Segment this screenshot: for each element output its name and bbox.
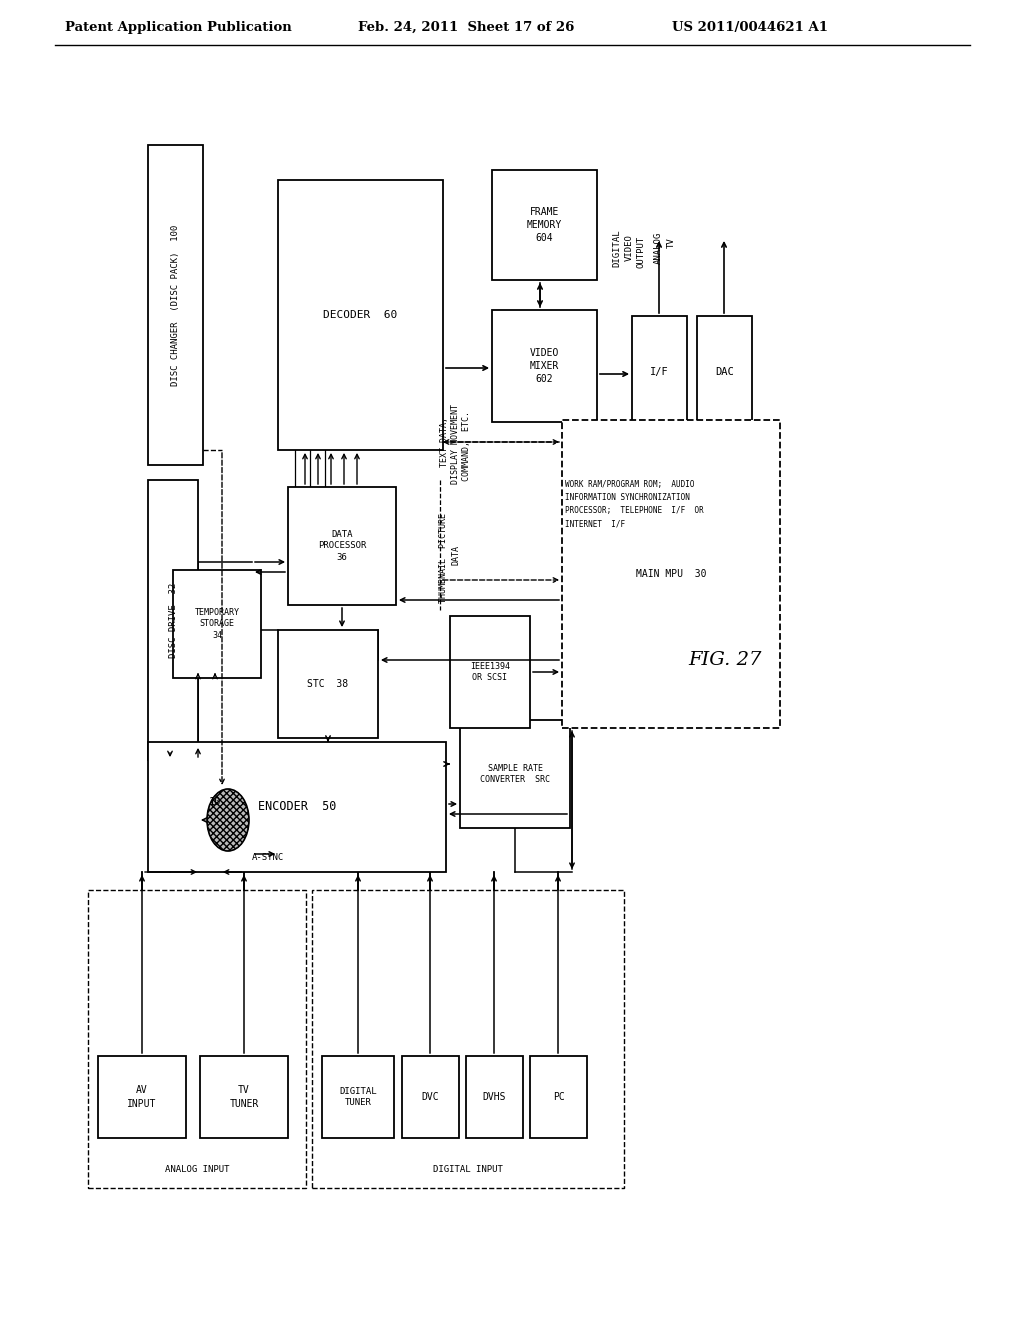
Bar	[322, 1056, 394, 1138]
Bar	[288, 487, 396, 605]
Bar	[450, 616, 530, 729]
Text: DATA: DATA	[452, 545, 461, 565]
Text: DVC: DVC	[422, 1092, 439, 1102]
Text: DECODER  60: DECODER 60	[324, 310, 397, 319]
Text: DATA
PROCESSOR
36: DATA PROCESSOR 36	[317, 529, 367, 562]
Bar	[632, 315, 687, 428]
Text: DIGITAL
TUNER: DIGITAL TUNER	[339, 1086, 377, 1107]
Text: ANALOG INPUT: ANALOG INPUT	[165, 1166, 229, 1175]
Text: US 2011/0044621 A1: US 2011/0044621 A1	[672, 21, 828, 33]
Bar	[98, 1056, 186, 1138]
Text: I/F: I/F	[650, 367, 669, 378]
Text: STC  38: STC 38	[307, 678, 348, 689]
Bar	[148, 480, 198, 760]
Text: DISC CHANGER  (DISC PACK)  100: DISC CHANGER (DISC PACK) 100	[171, 224, 180, 385]
Text: INTERNET  I/F: INTERNET I/F	[565, 520, 625, 528]
Text: PROCESSOR;  TELEPHONE  I/F  OR: PROCESSOR; TELEPHONE I/F OR	[565, 507, 703, 516]
Bar	[200, 1056, 288, 1138]
Bar	[530, 1056, 587, 1138]
Text: OUTPUT: OUTPUT	[637, 236, 645, 268]
Bar	[402, 1056, 459, 1138]
Text: FIG. 27: FIG. 27	[688, 651, 762, 669]
Text: TEXT DATA,: TEXT DATA,	[439, 417, 449, 467]
Ellipse shape	[207, 789, 249, 851]
Text: PC: PC	[553, 1092, 564, 1102]
Bar	[148, 145, 203, 465]
Bar	[173, 570, 261, 678]
Text: DISPLAY MOVEMENT: DISPLAY MOVEMENT	[451, 404, 460, 484]
Text: IEEE1394
OR SCSI: IEEE1394 OR SCSI	[470, 661, 510, 682]
Text: THUMBNAIL  PICTURE: THUMBNAIL PICTURE	[439, 513, 449, 603]
Text: SAMPLE RATE
CONVERTER  SRC: SAMPLE RATE CONVERTER SRC	[480, 763, 550, 784]
Text: FRAME
MEMORY
604: FRAME MEMORY 604	[527, 207, 562, 243]
Bar	[312, 890, 624, 1188]
Text: VIDEO: VIDEO	[625, 235, 634, 261]
Text: ANALOG: ANALOG	[653, 232, 663, 264]
Text: DVHS: DVHS	[482, 1092, 506, 1102]
Text: TEMPORARY
STORAGE
34: TEMPORARY STORAGE 34	[195, 607, 240, 640]
Text: TV
TUNER: TV TUNER	[229, 1085, 259, 1109]
Text: COMMAND,  ETC.: COMMAND, ETC.	[462, 411, 470, 480]
Bar	[148, 742, 446, 873]
Text: INFORMATION SYNCHRONIZATION: INFORMATION SYNCHRONIZATION	[565, 494, 690, 503]
Text: WORK RAM/PROGRAM ROM;  AUDIO: WORK RAM/PROGRAM ROM; AUDIO	[565, 480, 694, 490]
Text: 10: 10	[209, 797, 221, 807]
Bar	[278, 180, 443, 450]
Bar	[492, 170, 597, 280]
Bar	[466, 1056, 523, 1138]
Bar	[492, 310, 597, 422]
Text: ENCODER  50: ENCODER 50	[258, 800, 336, 813]
Text: A-SYNC: A-SYNC	[252, 854, 285, 862]
Text: VIDEO
MIXER
602: VIDEO MIXER 602	[529, 347, 559, 384]
Text: Feb. 24, 2011  Sheet 17 of 26: Feb. 24, 2011 Sheet 17 of 26	[358, 21, 574, 33]
Bar	[88, 890, 306, 1188]
Text: DIGITAL: DIGITAL	[612, 230, 622, 267]
Text: DIGITAL INPUT: DIGITAL INPUT	[433, 1166, 503, 1175]
Bar	[278, 630, 378, 738]
Text: MAIN MPU  30: MAIN MPU 30	[636, 569, 707, 579]
Bar	[460, 719, 570, 828]
Text: DAC: DAC	[715, 367, 734, 378]
Bar	[697, 315, 752, 428]
Text: DISC DRIVE  32: DISC DRIVE 32	[169, 582, 177, 657]
Text: AV
INPUT: AV INPUT	[127, 1085, 157, 1109]
Text: Patent Application Publication: Patent Application Publication	[65, 21, 292, 33]
Bar	[562, 420, 780, 729]
Text: TV: TV	[667, 238, 676, 248]
